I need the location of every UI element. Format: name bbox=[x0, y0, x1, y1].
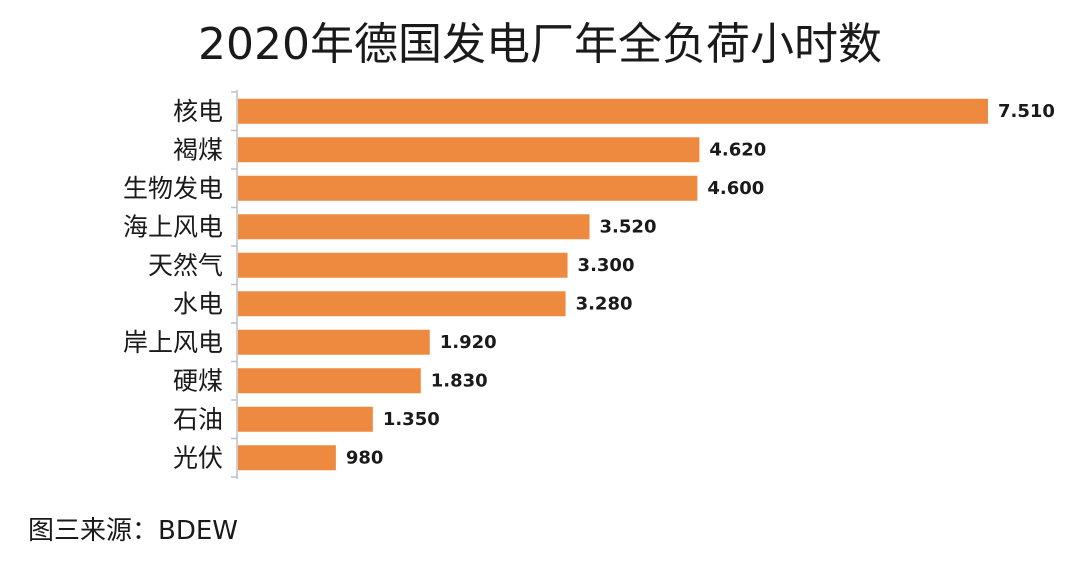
bar-8 bbox=[238, 406, 373, 432]
bar-4 bbox=[238, 252, 568, 278]
category-label: 光伏 bbox=[173, 443, 223, 472]
value-label: 1.830 bbox=[431, 370, 488, 391]
category-label: 天然气 bbox=[148, 251, 223, 280]
value-label: 3.280 bbox=[576, 293, 633, 314]
value-label: 7.510 bbox=[998, 101, 1055, 122]
category-label: 水电 bbox=[173, 289, 223, 318]
value-label: 1.350 bbox=[383, 409, 440, 430]
value-label: 980 bbox=[346, 447, 384, 468]
category-label: 生物发电 bbox=[123, 174, 223, 203]
value-label: 4.620 bbox=[709, 139, 766, 160]
bar-2 bbox=[238, 175, 698, 201]
value-label: 3.520 bbox=[600, 216, 657, 237]
category-label: 岸上风电 bbox=[123, 328, 223, 357]
bar-0 bbox=[238, 98, 988, 124]
bar-6 bbox=[238, 329, 430, 355]
bar-5 bbox=[238, 291, 566, 317]
category-label: 核电 bbox=[173, 97, 223, 126]
category-label: 海上风电 bbox=[123, 212, 223, 241]
chart-title: 2020年德国发电厂年全负荷小时数 bbox=[198, 19, 882, 70]
bar-3 bbox=[238, 214, 590, 240]
category-label: 硬煤 bbox=[173, 366, 223, 395]
source-note: 图三来源：BDEW bbox=[28, 516, 238, 546]
category-label: 石油 bbox=[173, 405, 223, 434]
value-label: 4.600 bbox=[707, 178, 764, 199]
bar-7 bbox=[238, 368, 421, 394]
value-label: 3.300 bbox=[578, 255, 635, 276]
category-label: 褐煤 bbox=[173, 135, 223, 164]
bar-1 bbox=[238, 137, 700, 163]
value-label: 1.920 bbox=[440, 332, 497, 353]
bar-9 bbox=[238, 445, 336, 471]
bar-chart-svg: 核电 7.510 褐煤 4.620 生物发电 4.600 海上风电 3.520 天然气 3.300… bbox=[123, 90, 1055, 479]
